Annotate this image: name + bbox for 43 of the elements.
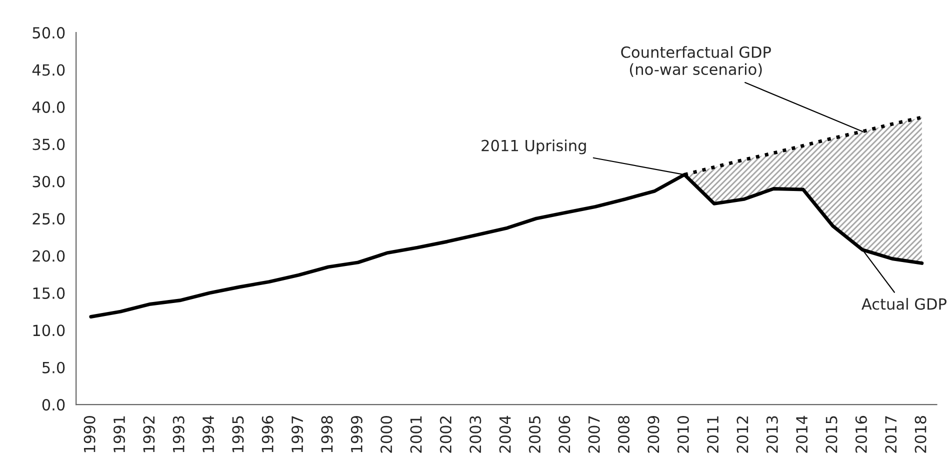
x-tick-label: 1996 — [262, 416, 274, 452]
y-tick-label: 5.0 — [42, 362, 65, 374]
x-tick-label: 2005 — [528, 416, 541, 453]
x-tick-label: 2006 — [558, 416, 570, 453]
x-tick-label: 2012 — [736, 416, 748, 453]
x-tick-label: 2007 — [588, 416, 600, 453]
x-tick-label: 2008 — [618, 416, 630, 453]
x-tick-label: 2011 — [707, 416, 719, 453]
x-tick-label: 2014 — [796, 416, 808, 453]
y-tick-label: 10.0 — [33, 324, 65, 336]
x-tick-label: 2013 — [766, 416, 778, 453]
x-tick-label: 2000 — [380, 416, 392, 453]
x-tick-label: 2017 — [885, 416, 897, 453]
x-tick-label: 2009 — [648, 416, 660, 453]
y-tick-label: 45.0 — [32, 64, 65, 76]
annotation: Counterfactual GDP (no-war scenario) — [621, 46, 771, 77]
y-tick-label: 15.0 — [33, 287, 65, 299]
y-tick-label: 40.0 — [32, 101, 65, 113]
x-tick-label: 2016 — [855, 416, 867, 453]
annotation: 2011 Uprising — [482, 139, 586, 154]
x-tick-label: 1994 — [202, 416, 214, 452]
y-tick-label: 35.0 — [32, 138, 65, 150]
x-tick-label: 2003 — [470, 416, 482, 453]
x-tick-label: 2015 — [826, 416, 838, 453]
x-tick-label: 2018 — [914, 416, 926, 453]
x-tick-label: 1993 — [172, 416, 184, 452]
x-tick-label: 1998 — [321, 416, 333, 452]
x-tick-label: 1997 — [292, 416, 304, 452]
x-tick-label: 2010 — [677, 416, 689, 453]
x-tick-label: 1999 — [350, 416, 362, 452]
x-tick-label: 2004 — [499, 416, 511, 453]
x-tick-label: 1991 — [113, 416, 126, 452]
annotation: Actual GDP — [862, 298, 946, 310]
y-tick-label: 50.0 — [32, 27, 65, 39]
y-tick-label: 25.0 — [32, 213, 65, 225]
x-tick-label: 1990 — [84, 416, 96, 452]
x-tick-label: 1992 — [143, 416, 155, 452]
y-tick-label: 30.0 — [32, 176, 65, 188]
x-tick-label: 1995 — [232, 416, 244, 452]
x-tick-label: 2001 — [410, 416, 422, 453]
y-tick-label: 0.0 — [42, 399, 65, 411]
y-tick-label: 20.0 — [32, 250, 65, 262]
x-tick-label: 2002 — [440, 416, 452, 453]
